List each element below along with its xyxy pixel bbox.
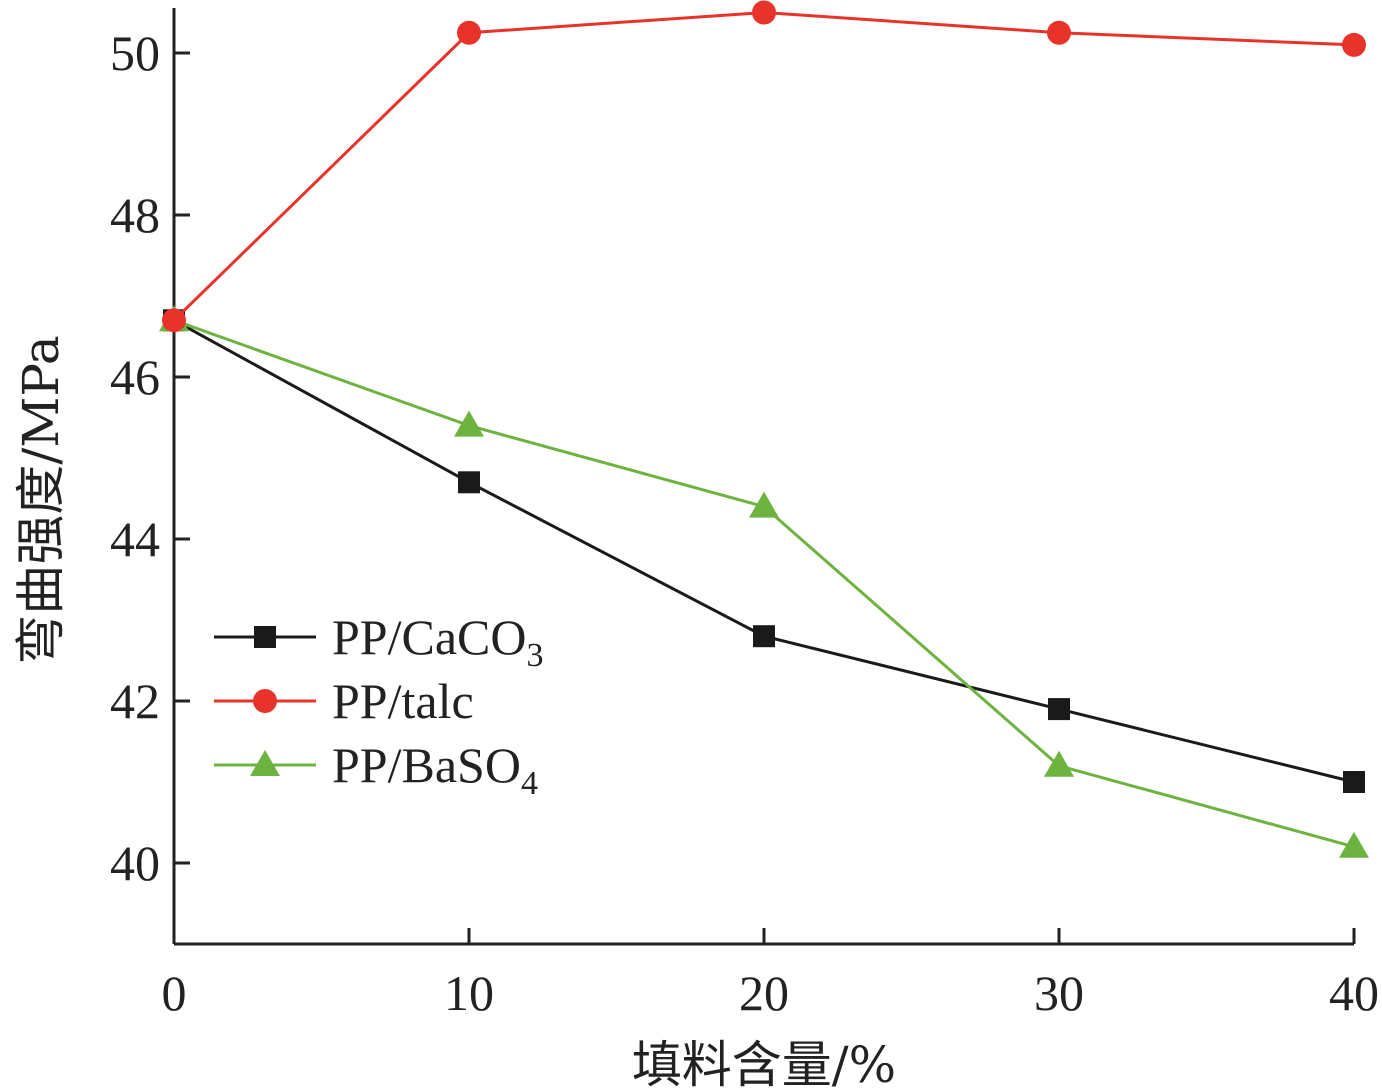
data-point-pp-baso4 xyxy=(1044,750,1074,777)
legend-label: PP/CaCO3 xyxy=(332,609,544,674)
legend-item-pp-caco3: PP/CaCO3 xyxy=(214,609,544,674)
data-point-pp-talc xyxy=(457,20,481,45)
x-axis-title: 填料含量/% xyxy=(632,1036,896,1092)
series-layer xyxy=(159,0,1369,858)
y-tick-label: 44 xyxy=(110,511,160,567)
x-ticks: 0 10 20 30 40 xyxy=(162,928,1379,1021)
data-point-pp-talc xyxy=(1047,20,1071,45)
y-tick-label: 50 xyxy=(110,25,160,81)
x-tick-label: 0 xyxy=(162,965,187,1021)
series-pp-talc xyxy=(162,0,1366,333)
data-point-pp-caco3 xyxy=(1343,771,1365,793)
y-tick-label: 42 xyxy=(110,673,160,729)
x-tick-label: 30 xyxy=(1034,965,1084,1021)
y-tick-label: 48 xyxy=(110,187,160,243)
legend-marker xyxy=(254,626,276,648)
y-ticks: 40 42 44 46 48 50 xyxy=(110,25,190,891)
legend-marker xyxy=(253,689,277,713)
legend-label-main: PP/talc xyxy=(332,673,474,729)
series-pp-caco3 xyxy=(163,309,1365,793)
x-tick-label: 10 xyxy=(444,965,494,1021)
data-point-pp-baso4 xyxy=(1339,831,1369,858)
legend-marker xyxy=(250,750,280,776)
legend-label-subscript: 3 xyxy=(527,637,544,674)
data-point-pp-talc xyxy=(752,0,776,25)
data-point-pp-caco3 xyxy=(1048,698,1070,721)
data-point-pp-baso4 xyxy=(454,410,484,437)
x-tick-label: 20 xyxy=(739,965,789,1021)
legend-item-pp-talc: PP/talc xyxy=(214,673,474,729)
legend-label-subscript: 4 xyxy=(521,765,538,802)
x-tick-label: 40 xyxy=(1329,965,1379,1021)
data-point-pp-talc xyxy=(1342,32,1366,57)
legend-label-main: PP/BaSO xyxy=(332,737,521,793)
legend-label: PP/talc xyxy=(332,673,474,729)
data-point-pp-caco3 xyxy=(753,625,775,648)
legend-label-main: PP/CaCO xyxy=(332,609,527,665)
y-axis-title: 弯曲强度/MPa xyxy=(12,335,70,664)
legend-label: PP/BaSO4 xyxy=(332,737,538,802)
data-point-pp-baso4 xyxy=(749,491,779,518)
y-tick-label: 46 xyxy=(110,349,160,405)
legend-item-pp-baso4: PP/BaSO4 xyxy=(214,737,538,802)
data-point-pp-talc xyxy=(162,308,186,333)
data-point-pp-caco3 xyxy=(458,471,480,494)
y-tick-label: 40 xyxy=(110,835,160,891)
series-line-pp-talc xyxy=(172,10,1355,322)
